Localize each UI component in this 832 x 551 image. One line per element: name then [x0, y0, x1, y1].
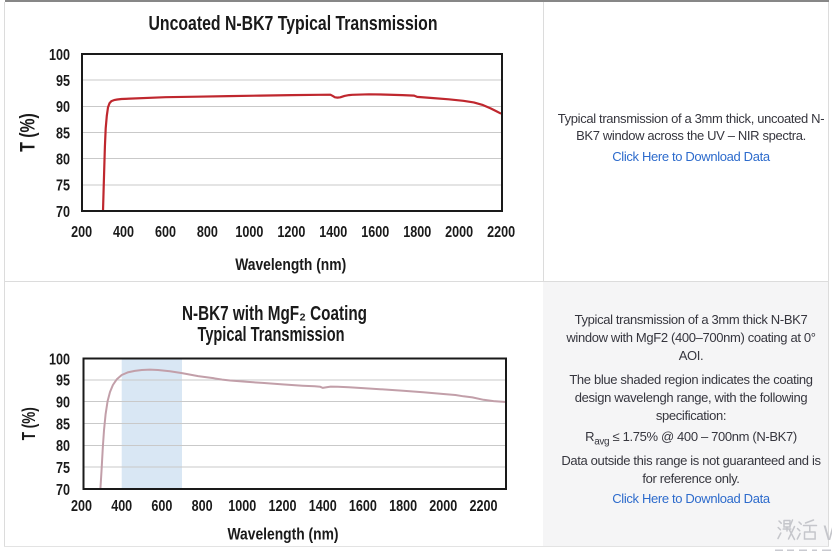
svg-text:400: 400 [111, 498, 132, 515]
svg-text:95: 95 [56, 73, 70, 90]
svg-text:1600: 1600 [349, 498, 377, 515]
svg-text:90: 90 [56, 99, 70, 116]
svg-text:70: 70 [56, 482, 70, 499]
svg-text:N-BK7 with MgF₂ Coating: N-BK7 with MgF₂ Coating [182, 303, 367, 325]
svg-text:1200: 1200 [277, 224, 305, 241]
svg-text:800: 800 [192, 498, 213, 515]
svg-text:75: 75 [56, 178, 70, 195]
svg-text:80: 80 [56, 152, 70, 169]
svg-text:Typical Transmission: Typical Transmission [198, 324, 345, 346]
svg-text:W: W [824, 522, 832, 544]
svg-text:600: 600 [151, 498, 172, 515]
svg-text:T (%): T (%) [19, 407, 39, 440]
svg-text:2000: 2000 [429, 498, 457, 515]
svg-text:75: 75 [56, 460, 70, 477]
svg-text:200: 200 [71, 224, 92, 241]
svg-text:1400: 1400 [309, 498, 337, 515]
svg-text:1000: 1000 [235, 224, 263, 241]
svg-text:1200: 1200 [269, 498, 297, 515]
svg-text:95: 95 [56, 373, 70, 390]
svg-text:2000: 2000 [445, 224, 473, 241]
svg-text:85: 85 [56, 125, 70, 142]
svg-text:85: 85 [56, 416, 70, 433]
svg-text:Uncoated N-BK7 Typical Transmi: Uncoated N-BK7 Typical Transmission [149, 13, 438, 35]
svg-text:Wavelength (nm): Wavelength (nm) [228, 525, 339, 544]
svg-text:2200: 2200 [487, 224, 515, 241]
svg-text:1000: 1000 [228, 498, 256, 515]
svg-text:1400: 1400 [319, 224, 347, 241]
svg-text:1800: 1800 [389, 498, 417, 515]
svg-text:800: 800 [197, 224, 218, 241]
svg-text:200: 200 [71, 498, 92, 515]
svg-text:80: 80 [56, 438, 70, 455]
svg-text:100: 100 [49, 351, 70, 368]
svg-text:1800: 1800 [403, 224, 431, 241]
svg-text:2200: 2200 [470, 498, 498, 515]
svg-text:90: 90 [56, 395, 70, 412]
svg-text:70: 70 [56, 204, 70, 221]
svg-text:100: 100 [49, 47, 70, 64]
svg-text:T (%): T (%) [16, 113, 39, 152]
svg-text:400: 400 [113, 224, 134, 241]
svg-text:600: 600 [155, 224, 176, 241]
svg-text:1600: 1600 [361, 224, 389, 241]
svg-text:Wavelength (nm): Wavelength (nm) [235, 255, 346, 274]
